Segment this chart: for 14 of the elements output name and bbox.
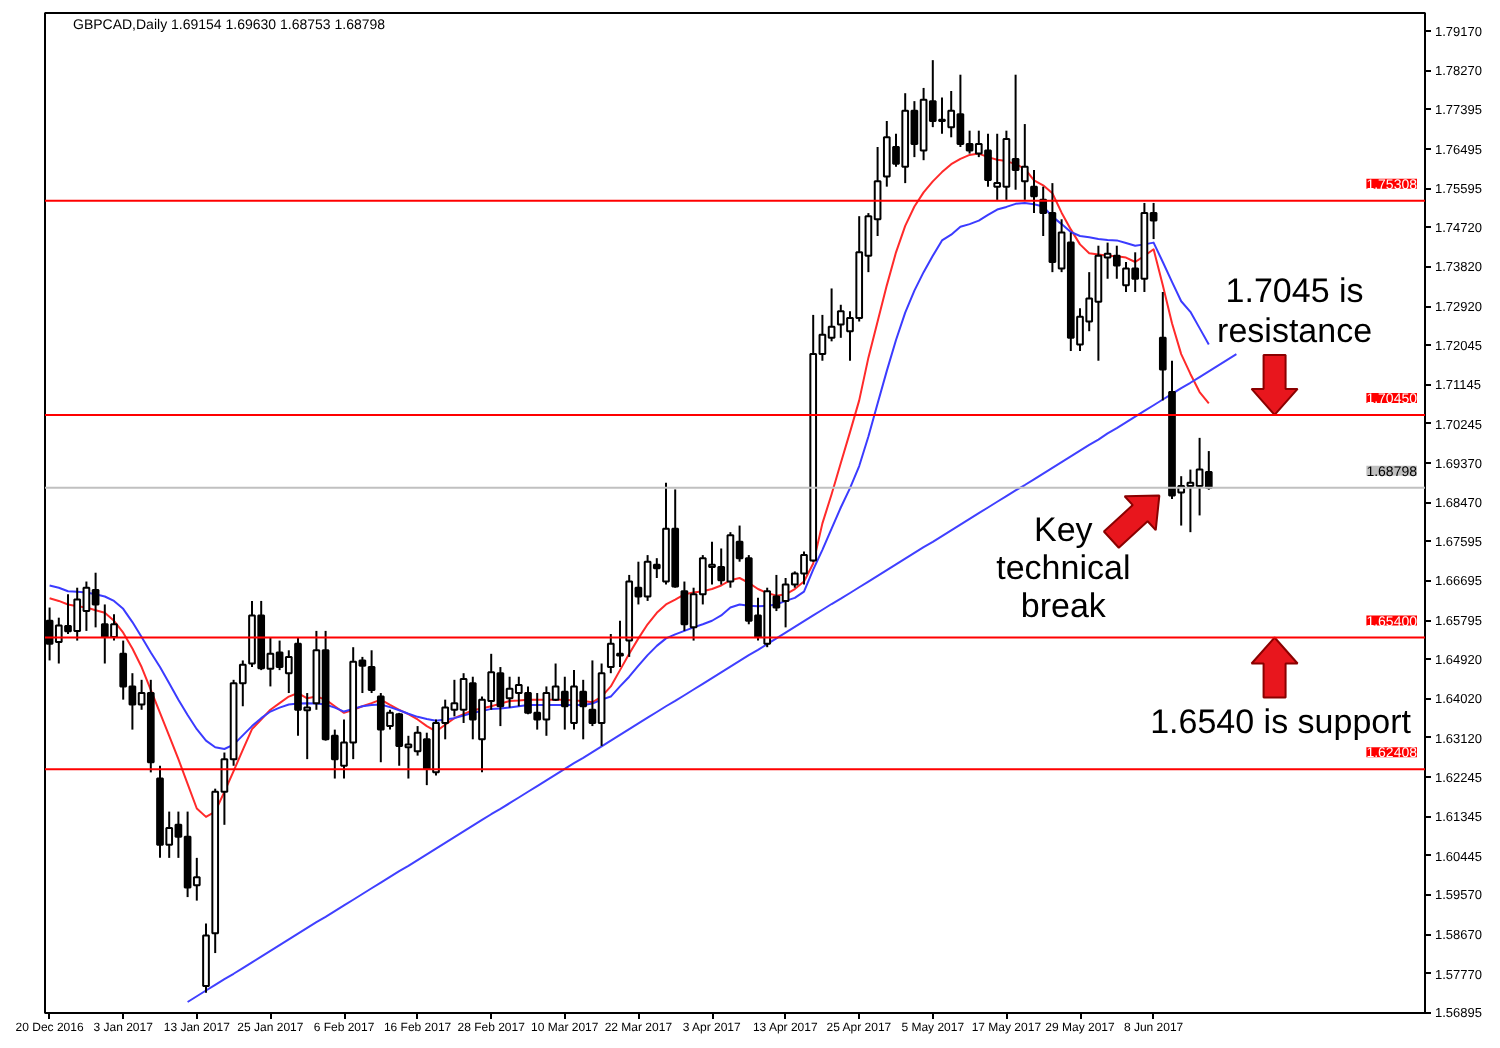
annotation: 1.6540 is support [1150,702,1412,741]
candlestick [119,639,128,701]
candlestick [1204,450,1213,491]
candlestick [91,571,100,629]
annotation: Key technical break [996,510,1131,625]
candlestick [367,649,376,695]
candlestick [1112,244,1121,280]
annotation: 1.7045 is resistance [1217,271,1373,350]
candlestick [1030,168,1038,215]
candlestick [588,659,597,728]
candlestick [993,132,1002,201]
candlestick [1158,290,1167,402]
candlestick [680,580,689,632]
candlestick [1020,123,1029,201]
